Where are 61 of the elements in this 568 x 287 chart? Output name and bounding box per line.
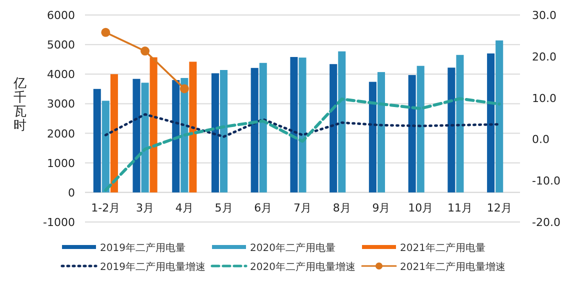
y2-tick-label: -20.0 [532,216,560,229]
y-tick-label: 5000 [47,38,75,52]
bar [330,64,338,192]
bar [93,88,101,192]
bar [368,82,376,192]
y2-tick-label: 10.0 [532,92,556,105]
y-tick-label: 2000 [47,127,75,140]
x-tick-label: 4月 [175,201,194,214]
point [101,28,110,37]
x-tick-label: 3月 [136,201,154,214]
y-tick-label: 1000 [47,156,75,170]
x-tick-label: 5月 [214,201,233,214]
bar [487,53,495,192]
bar [496,40,504,192]
bar [408,75,416,192]
bar [416,66,424,192]
bar [290,56,298,192]
bar [259,62,267,192]
x-tick-label: 10月 [408,201,434,214]
x-tick-label: 7月 [294,201,312,214]
y2-tick-label: 30.0 [532,9,556,22]
x-tick-label: 6月 [254,201,272,214]
y2-tick-label: 0.0 [532,133,550,146]
bar [110,74,118,192]
bar [132,78,140,192]
x-tick-label: 12月 [486,201,512,214]
legend-label: 2020年二产用电量 [250,242,336,254]
bar [102,100,110,192]
x-tick-label: 8月 [332,201,351,214]
bar [448,68,456,192]
bar [150,57,158,192]
x-tick-label: 11月 [447,201,472,214]
legend-label: 2019年二产用电量 [100,242,186,254]
y-tick-label: 0 [68,186,75,200]
bar [211,73,219,192]
x-tick-label: 9月 [372,201,390,214]
legend-label: 2020年二产用电量增速 [250,261,356,273]
y-tick-label: 6000 [47,9,75,22]
legend-label: 2019年二产用电量增速 [100,261,206,273]
x-tick-label: 1-2月 [91,201,120,214]
legend-label: 2021年二产用电量 [400,242,486,254]
y-tick-label: 4000 [47,68,75,82]
bar [298,58,306,192]
bar [456,54,464,192]
bar [250,68,258,192]
bar [338,51,346,192]
y-axis-title: 亿千瓦时 [12,76,26,134]
y2-tick-label: 20.0 [532,50,556,64]
bar [220,70,228,192]
bar [377,72,385,192]
bar [189,62,197,192]
point [140,46,150,56]
point [180,84,189,94]
bar [141,82,149,192]
y-tick-label: 3000 [47,98,75,111]
y2-tick-label: -10.0 [532,174,560,188]
line-series [104,97,501,192]
bar [172,80,180,192]
line-series [104,113,501,138]
legend-label: 2021年二产用电量增速 [400,261,506,273]
y-tick-label: -1000 [43,216,75,229]
